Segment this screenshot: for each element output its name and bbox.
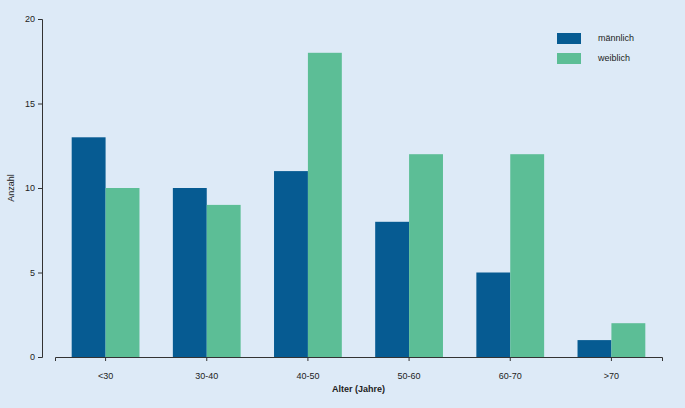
- bar: [72, 137, 106, 357]
- legend-swatch: [557, 53, 581, 64]
- tick-mark: [510, 357, 511, 361]
- bar: [510, 154, 544, 357]
- tick-label: 30-40: [195, 371, 218, 381]
- tick: <30: [98, 357, 113, 381]
- tick: 0: [30, 352, 42, 362]
- bar: [207, 205, 241, 357]
- tick: 10: [25, 183, 42, 193]
- bar: [308, 53, 342, 357]
- x-axis: <30 30-40 40-50 50-60 60-70 >70: [56, 357, 663, 381]
- bar: [611, 323, 645, 357]
- tick-label: 40-50: [296, 371, 319, 381]
- tick-mark: [38, 188, 42, 189]
- tick-label: 20: [25, 14, 35, 24]
- legend-label: männlich: [598, 33, 634, 43]
- axis-line: [56, 358, 663, 362]
- bar: [375, 222, 409, 357]
- bar: [476, 273, 510, 358]
- tick: 15: [25, 99, 42, 109]
- tick-mark: [307, 357, 308, 361]
- axis-line: [38, 20, 43, 358]
- legend-label: weiblich: [597, 53, 630, 63]
- tick-mark: [38, 104, 42, 105]
- tick-label: 50-60: [398, 371, 421, 381]
- bars: [72, 53, 646, 357]
- tick-label: <30: [98, 371, 113, 381]
- tick-mark: [105, 357, 106, 361]
- tick-label: 10: [25, 183, 35, 193]
- tick-mark: [611, 357, 612, 361]
- tick-label: >70: [604, 371, 619, 381]
- bar: [173, 188, 207, 357]
- chart: 0 5 10 15 20 <30 30-40 40-50 50-60 60-70 >70 Alter …: [0, 0, 685, 408]
- tick: >70: [604, 357, 619, 381]
- tick-label: 5: [30, 268, 35, 278]
- tick-label: 15: [25, 99, 35, 109]
- tick-mark: [38, 273, 42, 274]
- tick-label: 60-70: [499, 371, 522, 381]
- tick-label: 0: [30, 352, 35, 362]
- tick: 5: [30, 268, 42, 278]
- tick-mark: [38, 19, 42, 20]
- tick: 60-70: [499, 357, 522, 381]
- bar: [409, 154, 443, 357]
- bar: [106, 188, 140, 357]
- y-axis: 0 5 10 15 20: [25, 14, 43, 362]
- tick-mark: [206, 357, 207, 361]
- legend-swatch: [557, 33, 581, 44]
- bar: [578, 340, 612, 357]
- tick: 50-60: [398, 357, 421, 381]
- tick-mark: [38, 357, 42, 358]
- tick-mark: [409, 357, 410, 361]
- tick: 30-40: [195, 357, 218, 381]
- x-axis-title: Alter (Jahre): [332, 384, 385, 394]
- tick: 40-50: [296, 357, 319, 381]
- tick: 20: [25, 14, 42, 24]
- y-axis-title: Anzahl: [6, 174, 16, 202]
- bar: [274, 171, 308, 357]
- series: [106, 53, 646, 357]
- legend: männlich weiblich: [557, 33, 634, 64]
- background: [0, 0, 685, 408]
